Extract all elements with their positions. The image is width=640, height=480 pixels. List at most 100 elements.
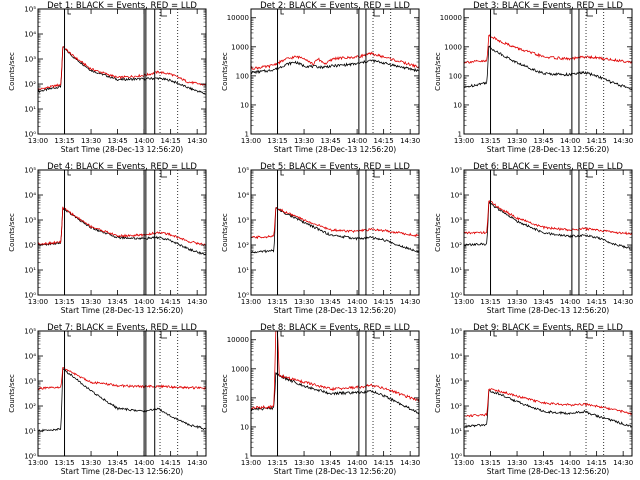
detector-plot-8: Det 8: BLACK = Events, RED = LLD 1 10 100 10… bbox=[221, 323, 420, 476]
y-tick-label: 10³ bbox=[24, 56, 36, 64]
y-tick-label: 10⁴ bbox=[24, 353, 36, 361]
y-axis-label: Counts/sec bbox=[8, 52, 16, 91]
x-tick-label: 13:15 bbox=[54, 298, 74, 306]
y-tick-label: 10⁰ bbox=[24, 292, 36, 300]
x-tick-label: 14:00 bbox=[134, 298, 154, 306]
y-tick-label: 1000 bbox=[231, 365, 249, 373]
y-tick-label: 1 bbox=[245, 131, 249, 139]
y-tick-label: 10⁴ bbox=[237, 192, 249, 200]
y-tick-label: 10² bbox=[24, 403, 36, 411]
y-tick-label: 10⁴ bbox=[24, 31, 36, 39]
x-tick-label: 13:45 bbox=[320, 459, 340, 467]
x-tick-label: 14:00 bbox=[347, 298, 367, 306]
x-axis-label: Start Time (28-Dec-13 12:56:20) bbox=[274, 145, 396, 154]
y-tick-label: 10000 bbox=[227, 336, 249, 344]
x-tick-label: 14:00 bbox=[134, 459, 154, 467]
x-tick-label: 13:30 bbox=[294, 298, 314, 306]
detector-plot-9: Det 9: BLACK = Events, RED = LLD 10⁰ 10¹ 10… bbox=[434, 323, 633, 476]
y-tick-label: 10² bbox=[237, 242, 249, 250]
x-tick-label: 13:45 bbox=[533, 459, 553, 467]
y-tick-label: 10⁵ bbox=[450, 328, 462, 336]
detector-plot-2: Det 2: BLACK = Events, RED = LLD 1 10 100 10… bbox=[221, 1, 420, 154]
y-tick-label: 10¹ bbox=[24, 267, 36, 275]
flag-marker bbox=[160, 170, 168, 178]
plot-title: Det 9: BLACK = Events, RED = LLD bbox=[473, 323, 623, 333]
x-tick-label: 13:30 bbox=[507, 137, 527, 145]
y-tick-label: 10³ bbox=[24, 217, 36, 225]
detector-plot-1: Det 1: BLACK = Events, RED = LLD 10⁰ 10¹ 10… bbox=[8, 1, 207, 154]
x-tick-label: 13:00 bbox=[454, 298, 474, 306]
x-tick-label: 13:15 bbox=[267, 137, 287, 145]
x-tick-label: 14:30 bbox=[187, 137, 207, 145]
y-axis-label: Counts/sec bbox=[221, 213, 229, 252]
y-tick-label: 10 bbox=[240, 423, 249, 431]
y-tick-label: 10⁰ bbox=[450, 292, 462, 300]
y-tick-label: 10⁵ bbox=[237, 167, 249, 175]
x-tick-label: 13:45 bbox=[533, 137, 553, 145]
series-red-line bbox=[464, 34, 632, 65]
x-tick-label: 14:30 bbox=[400, 298, 420, 306]
x-tick-label: 13:30 bbox=[294, 137, 314, 145]
x-tick-label: 14:30 bbox=[400, 459, 420, 467]
series-red-line bbox=[38, 366, 206, 391]
x-tick-label: 13:00 bbox=[28, 137, 48, 145]
y-axis-label: Counts/sec bbox=[221, 374, 229, 413]
y-tick-label: 1000 bbox=[444, 43, 462, 51]
x-tick-label: 13:00 bbox=[454, 137, 474, 145]
series-red-line bbox=[38, 46, 206, 91]
y-tick-label: 10⁰ bbox=[24, 131, 36, 139]
x-tick-label: 14:15 bbox=[587, 137, 607, 145]
y-tick-label: 10³ bbox=[237, 217, 249, 225]
y-tick-label: 1000 bbox=[231, 43, 249, 51]
start-flag-marker bbox=[67, 9, 71, 15]
x-tick-label: 13:30 bbox=[507, 298, 527, 306]
series-black-line bbox=[251, 59, 419, 75]
x-axis-label: Start Time (28-Dec-13 12:56:20) bbox=[487, 145, 609, 154]
x-tick-label: 14:15 bbox=[587, 459, 607, 467]
x-axis-label: Start Time (28-Dec-13 12:56:20) bbox=[487, 306, 609, 315]
y-tick-label: 10³ bbox=[450, 217, 462, 225]
x-tick-label: 13:45 bbox=[107, 137, 127, 145]
x-tick-label: 13:15 bbox=[54, 137, 74, 145]
start-flag-marker bbox=[67, 170, 71, 176]
x-tick-label: 14:15 bbox=[587, 298, 607, 306]
detector-plot-6: Det 6: BLACK = Events, RED = LLD 10⁰ 10¹ 10… bbox=[434, 162, 633, 315]
plot-frame bbox=[37, 8, 207, 135]
x-tick-label: 14:00 bbox=[347, 459, 367, 467]
series-red-line bbox=[251, 207, 419, 240]
x-tick-label: 13:30 bbox=[81, 459, 101, 467]
y-tick-label: 100 bbox=[236, 394, 249, 402]
start-flag-marker bbox=[493, 170, 497, 176]
plot-frame bbox=[463, 169, 633, 296]
start-flag-marker bbox=[280, 9, 284, 15]
y-tick-label: 10⁰ bbox=[24, 453, 36, 461]
x-tick-label: 14:00 bbox=[560, 298, 580, 306]
x-tick-label: 14:00 bbox=[560, 459, 580, 467]
y-tick-label: 10 bbox=[453, 101, 462, 109]
plot-frame bbox=[37, 330, 207, 457]
series-black-line bbox=[38, 46, 206, 95]
x-axis-label: Start Time (28-Dec-13 12:56:20) bbox=[487, 467, 609, 476]
plot-title: Det 7: BLACK = Events, RED = LLD bbox=[47, 323, 197, 333]
x-tick-label: 14:15 bbox=[374, 137, 394, 145]
x-tick-label: 13:45 bbox=[107, 298, 127, 306]
x-tick-label: 14:30 bbox=[613, 459, 633, 467]
x-tick-label: 14:00 bbox=[347, 137, 367, 145]
start-flag-marker bbox=[280, 170, 284, 176]
plot-frame bbox=[463, 330, 633, 457]
x-tick-label: 14:30 bbox=[613, 298, 633, 306]
y-tick-label: 10³ bbox=[450, 378, 462, 386]
flag-marker bbox=[586, 9, 594, 17]
x-tick-label: 14:15 bbox=[374, 298, 394, 306]
x-tick-label: 14:00 bbox=[134, 137, 154, 145]
y-axis-label: Counts/sec bbox=[434, 213, 442, 252]
flag-marker bbox=[373, 9, 381, 17]
plot-frame bbox=[37, 169, 207, 296]
x-axis-label: Start Time (28-Dec-13 12:56:20) bbox=[61, 467, 183, 476]
flag-marker bbox=[373, 331, 381, 339]
x-tick-label: 13:30 bbox=[81, 298, 101, 306]
detector-plot-7: Det 7: BLACK = Events, RED = LLD 10⁰ 10¹ 10… bbox=[8, 323, 207, 476]
x-tick-label: 13:30 bbox=[81, 137, 101, 145]
plot-title: Det 8: BLACK = Events, RED = LLD bbox=[260, 323, 410, 333]
x-tick-label: 14:15 bbox=[374, 459, 394, 467]
